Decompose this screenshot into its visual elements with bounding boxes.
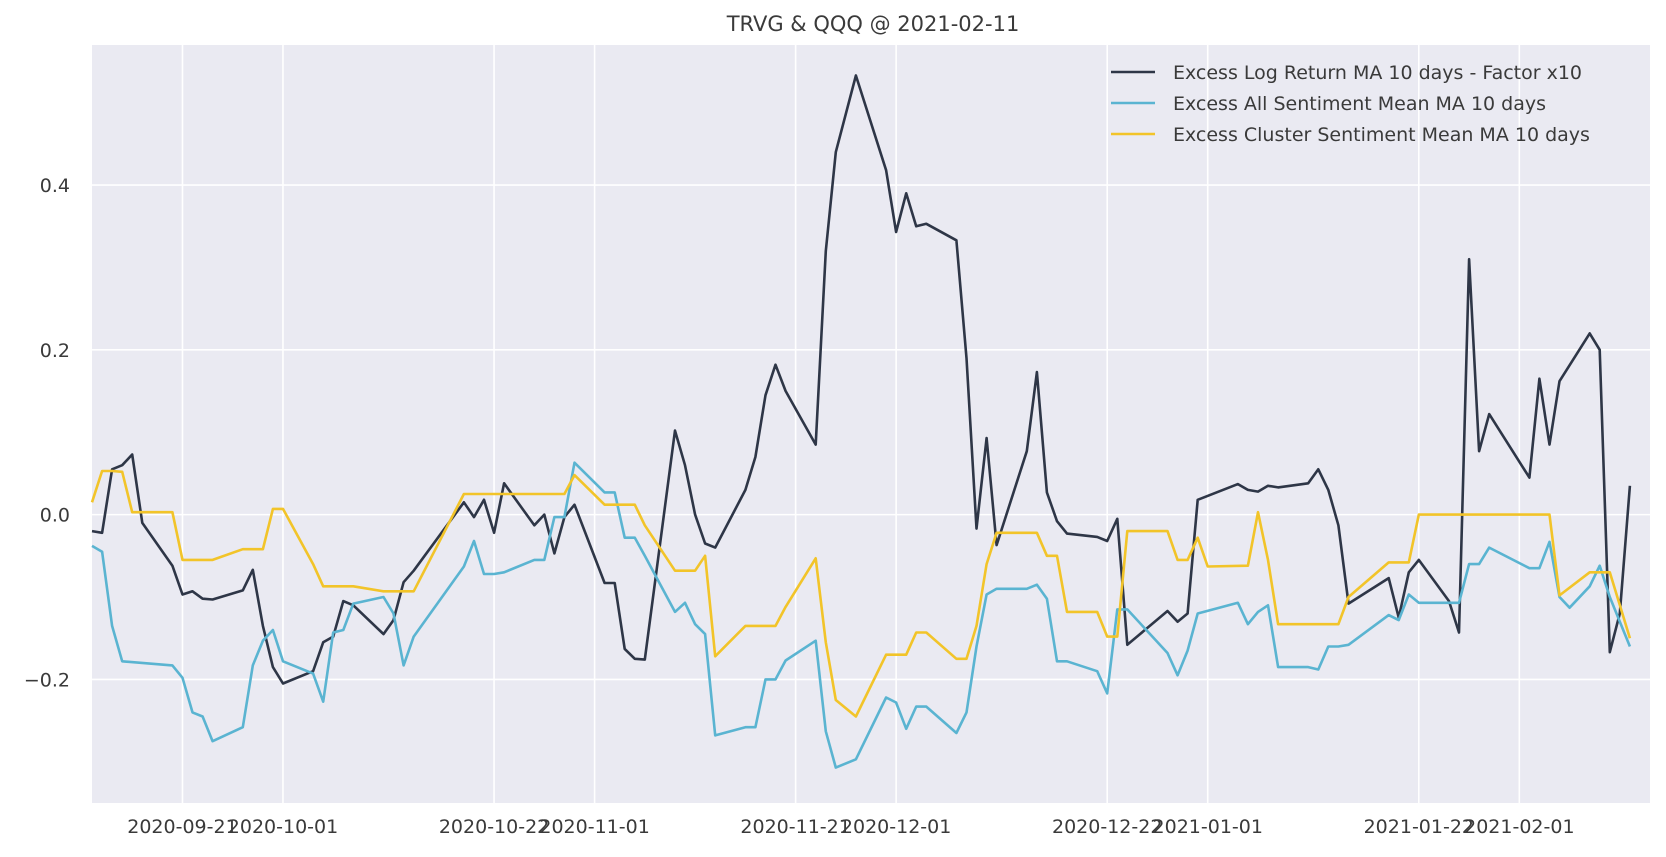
chart-title: TRVG & QQQ @ 2021-02-11 [726, 12, 1020, 36]
y-tick-label: −0.2 [24, 669, 70, 691]
grid-lines [92, 45, 1650, 803]
x-tick-label: 2020-11-21 [740, 816, 850, 838]
plot-background [92, 45, 1650, 803]
series-line-1 [91, 74, 1632, 685]
x-tick-label: 2021-01-01 [1153, 816, 1263, 838]
y-tick-label: 0.0 [40, 505, 70, 527]
legend-label: Excess All Sentiment Mean MA 10 days [1173, 93, 1546, 115]
y-tick-label: 0.2 [40, 340, 70, 362]
y-tick-label: 0.4 [40, 175, 70, 197]
x-tick-label: 2020-09-21 [127, 816, 237, 838]
x-tick-label: 2021-02-01 [1464, 816, 1574, 838]
series-layer [90, 74, 1632, 769]
x-tick-label: 2020-12-01 [841, 816, 951, 838]
series-line-3 [90, 469, 1632, 718]
series-line-2 [91, 461, 1632, 769]
x-tick-label: 2020-11-01 [539, 816, 649, 838]
legend: Excess Log Return MA 10 days - Factor x1… [1111, 62, 1590, 146]
x-tick-label: 2020-10-01 [228, 816, 338, 838]
legend-label: Excess Log Return MA 10 days - Factor x1… [1173, 62, 1582, 84]
legend-label: Excess Cluster Sentiment Mean MA 10 days [1173, 124, 1590, 146]
x-tick-label: 2020-10-22 [439, 816, 549, 838]
x-tick-label: 2021-01-22 [1364, 816, 1474, 838]
y-tick-labels: −0.2 0.0 0.2 0.4 [24, 175, 70, 691]
x-tick-label: 2020-12-22 [1052, 816, 1162, 838]
